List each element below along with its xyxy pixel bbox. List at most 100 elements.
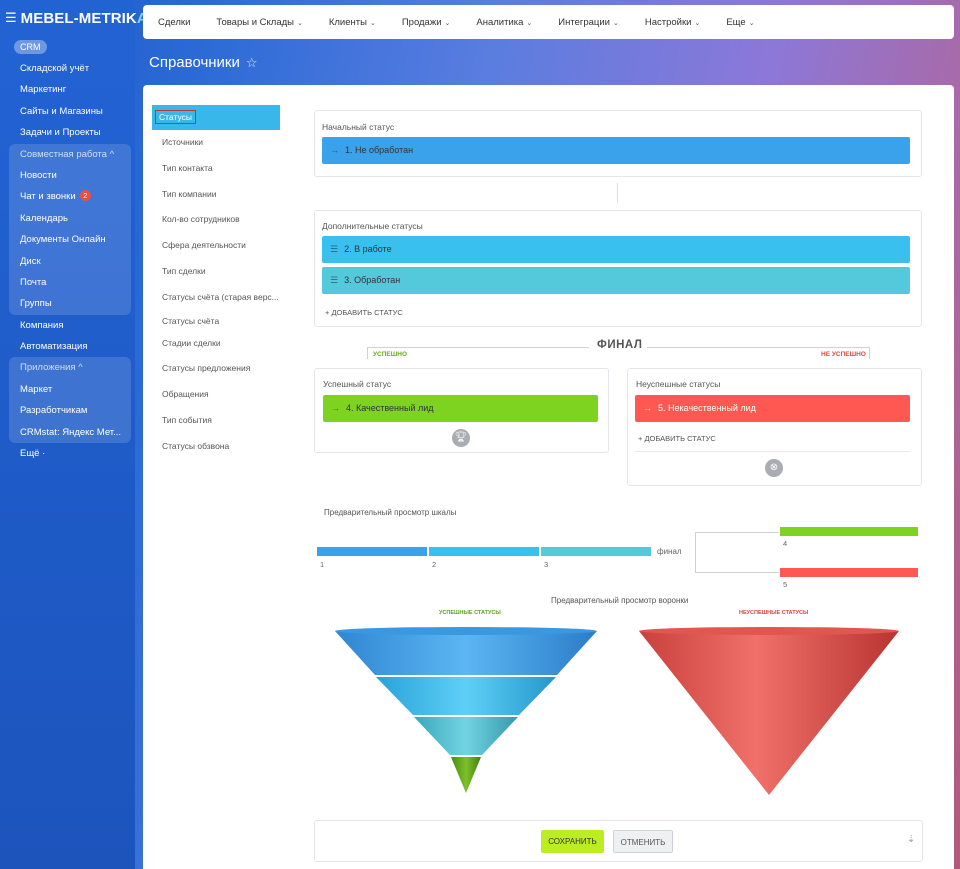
scale-tick-2: 2 xyxy=(432,560,437,569)
success-funnel-caption: УСПЕШНЫЕ СТАТУСЫ xyxy=(439,610,501,616)
menu-item[interactable]: Обращения xyxy=(162,389,209,400)
drag-handle-icon[interactable]: ☰ xyxy=(330,275,339,285)
status-item-in-work-label: 2. В работе xyxy=(344,244,392,254)
scale-tick-5: 5 xyxy=(783,580,788,589)
logo[interactable]: MEBEL-METRIKA xyxy=(20,9,148,27)
main-panel: Статусы Источники Тип контакта Тип компа… xyxy=(143,85,954,869)
status-item-qualified-lead[interactable]: → 4. Качественный лид xyxy=(323,395,598,422)
sidebar-item-chat-label: Чат и звонки xyxy=(20,191,76,203)
top-nav-goods[interactable]: Товары и Склады ⌄ xyxy=(216,17,302,28)
top-nav-clients-label: Клиенты xyxy=(328,16,367,28)
menu-item[interactable]: Тип сделки xyxy=(162,265,206,276)
additional-status-label: Дополнительные статусы xyxy=(322,221,423,231)
status-item-processed[interactable]: ☰ 3. Обработан xyxy=(322,267,910,294)
top-nav-integrations-label: Интеграции xyxy=(558,16,610,28)
cancel-button[interactable]: ОТМЕНИТЬ xyxy=(613,830,673,853)
add-fail-status-button[interactable]: + ДОБАВИТЬ СТАТУС xyxy=(638,434,716,443)
funnel-segment-1 xyxy=(335,631,597,675)
sidebar-item-warehouse[interactable]: Складской учёт xyxy=(20,63,90,74)
sidebar-group-apps-head[interactable]: Приложения ^ xyxy=(20,362,83,374)
drag-handle-icon[interactable]: ☰ xyxy=(330,244,339,254)
menu-item[interactable]: Сфера деятельности xyxy=(162,240,246,251)
add-status-button[interactable]: + ДОБАВИТЬ СТАТУС xyxy=(325,308,403,317)
sidebar-item-calendar[interactable]: Календарь xyxy=(20,212,68,224)
arrow-right-icon: → xyxy=(331,403,340,413)
funnel-segment-2 xyxy=(376,677,556,715)
menu-item[interactable]: Тип компании xyxy=(162,188,217,199)
status-item-unqualified-lead[interactable]: → 5. Некачественный лид xyxy=(635,395,910,422)
menu-item[interactable]: Статусы счёта xyxy=(162,315,220,326)
menu-item[interactable]: Кол-во сотрудников xyxy=(162,214,240,225)
sidebar-item-crmstat[interactable]: CRMstat: Яндекс Мет... xyxy=(20,426,122,438)
scale-tick-1: 1 xyxy=(320,560,325,569)
trophy-icon: 🏆︎ xyxy=(452,429,470,447)
status-item-initial[interactable]: → 1. Не обработан xyxy=(322,137,910,164)
menu-item[interactable]: Статусы обзвона xyxy=(162,440,230,451)
top-nav-more[interactable]: Еще ⌄ xyxy=(726,17,754,28)
menu-item[interactable]: Тип события xyxy=(162,414,212,425)
scale-segment-5 xyxy=(780,568,918,577)
status-item-initial-label: 1. Не обработан xyxy=(345,145,414,155)
menu-item[interactable]: Статусы счёта (старая верс... xyxy=(162,291,279,302)
top-nav-settings[interactable]: Настройки ⌄ xyxy=(645,17,700,28)
top-nav-analytics-label: Аналитика xyxy=(476,16,524,28)
scale-tick-4: 4 xyxy=(783,539,788,548)
sidebar-item-news[interactable]: Новости xyxy=(20,169,57,181)
scale-final-word: финал xyxy=(657,547,682,556)
left-sidebar: ☰ MEBEL-METRIKA CRM Складской учёт Марке… xyxy=(0,0,148,869)
sidebar-item-crm[interactable]: CRM xyxy=(14,40,47,54)
status-item-in-work[interactable]: ☰ 2. В работе xyxy=(322,236,910,263)
menu-item-statuses[interactable]: Статусы xyxy=(152,105,280,130)
sidebar-item-more[interactable]: Ещё · xyxy=(20,448,46,460)
top-nav-sales[interactable]: Продажи ⌄ xyxy=(402,17,451,28)
top-nav-integrations[interactable]: Интеграции ⌄ xyxy=(558,17,619,28)
sidebar-item-disk[interactable]: Диск xyxy=(20,255,41,267)
sidebar-item-automation[interactable]: Автоматизация xyxy=(20,341,88,353)
sidebar-item-marketing[interactable]: Маркетинг xyxy=(20,84,67,96)
chat-count-badge: 2 xyxy=(79,190,91,202)
pin-icon[interactable]: ⇣ xyxy=(907,834,916,845)
sidebar-item-market[interactable]: Маркет xyxy=(20,383,53,395)
top-nav-analytics[interactable]: Аналитика ⌄ xyxy=(476,17,532,28)
success-funnel xyxy=(335,627,597,793)
sidebar-group-collaboration: Совместная работа ^ Новости Чат и звонки… xyxy=(9,143,131,315)
funnel-rim xyxy=(335,627,597,635)
chevron-down-icon: ⌄ xyxy=(526,19,533,27)
sidebar-group-collaboration-head[interactable]: Совместная работа ^ xyxy=(20,148,115,160)
star-icon[interactable]: ☆ xyxy=(245,55,258,70)
scale-preview-label: Предварительный просмотр шкалы xyxy=(324,508,457,517)
sidebar-item-sites[interactable]: Сайты и Магазины xyxy=(20,105,103,117)
menu-item[interactable]: Статусы предложения xyxy=(162,363,251,374)
sidebar-item-tasks[interactable]: Задачи и Проекты xyxy=(20,127,101,139)
top-nav-deals[interactable]: Сделки xyxy=(158,16,191,28)
scale-segment-3 xyxy=(541,547,651,556)
sidebar-item-groups[interactable]: Группы xyxy=(20,298,52,310)
menu-item[interactable]: Источники xyxy=(162,137,204,147)
top-nav-sales-label: Продажи xyxy=(401,16,442,28)
sidebar-item-mail[interactable]: Почта xyxy=(20,276,47,288)
save-button[interactable]: СОХРАНИТЬ xyxy=(541,830,604,853)
chevron-down-icon: ⌄ xyxy=(694,19,701,27)
menu-item[interactable]: Тип контакта xyxy=(162,162,213,173)
page-title: Справочники ☆ xyxy=(149,54,258,71)
chevron-down-icon: ⌄ xyxy=(444,19,451,27)
top-nav-settings-label: Настройки xyxy=(644,16,692,28)
scale-branch-line xyxy=(695,532,696,573)
status-item-unqualified-lead-label: 5. Некачественный лид xyxy=(658,403,756,413)
scale-segment-4 xyxy=(780,527,918,536)
menu-icon[interactable]: ☰ xyxy=(5,10,17,25)
sidebar-item-chat[interactable]: Чат и звонки 2 xyxy=(9,186,131,207)
divider xyxy=(635,451,910,452)
funnel-preview-label: Предварительный просмотр воронки xyxy=(551,596,689,605)
sidebar-item-docs[interactable]: Документы Онлайн xyxy=(20,234,106,246)
menu-item-statuses-label: Статусы xyxy=(155,110,196,124)
chevron-down-icon: ⌄ xyxy=(369,19,376,27)
arrow-right-icon: → xyxy=(643,403,652,413)
menu-item[interactable]: Стадии сделки xyxy=(162,337,221,348)
sidebar-item-company[interactable]: Компания xyxy=(20,319,64,331)
top-nav-clients[interactable]: Клиенты ⌄ xyxy=(329,17,376,28)
sidebar-group-apps: Приложения ^ Маркет Разработчикам CRMsta… xyxy=(9,357,131,444)
scale-segment-2 xyxy=(429,547,539,556)
sidebar-item-developers[interactable]: Разработчикам xyxy=(20,405,88,417)
final-title: ФИНАЛ xyxy=(597,339,643,351)
